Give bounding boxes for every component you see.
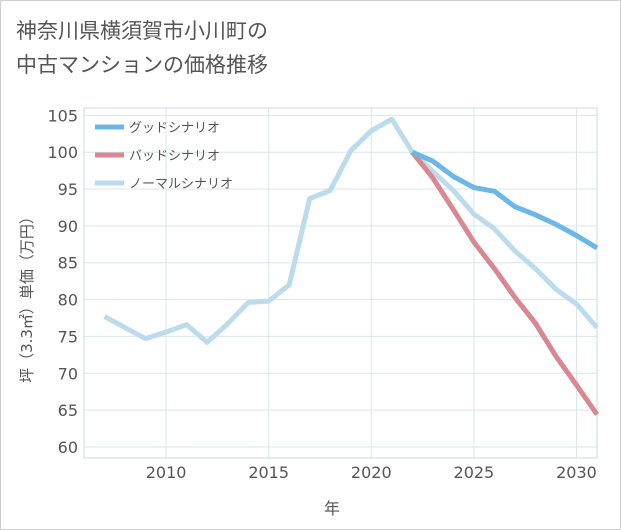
series-line-2	[103, 116, 599, 345]
legend-label-2: ノーマルシナリオ	[129, 177, 233, 192]
series-line-0	[411, 149, 599, 251]
y-tick-label-100: 100	[47, 143, 78, 162]
title-line-2: 中古マンションの価格推移	[16, 53, 268, 77]
y-tick-label-80: 80	[58, 291, 78, 310]
axes: 60 65 70 75 80 85 90 95 100 105 2010 2015 2020 2025 20…	[47, 106, 598, 482]
x-tick-label-2010: 2010	[146, 463, 187, 482]
y-tick-label-90: 90	[58, 217, 78, 236]
y-tick-label-70: 70	[58, 364, 78, 383]
y-tick-label-85: 85	[58, 254, 78, 273]
y-tick-label-105: 105	[47, 106, 78, 125]
series-line-1	[410, 150, 600, 416]
y-tick-label-95: 95	[58, 180, 78, 199]
series-lines	[103, 116, 600, 416]
legend-label-1: バッドシナリオ	[129, 149, 220, 164]
x-tick-label-2020: 2020	[351, 463, 392, 482]
grid	[84, 108, 597, 458]
title-line-1: 神奈川県横須賀市小川町の	[16, 19, 268, 43]
x-tick-label-2025: 2025	[454, 463, 495, 482]
plot-border	[83, 107, 598, 459]
y-tick-label-65: 65	[58, 401, 78, 420]
legend-label-0: グッドシナリオ	[129, 121, 220, 136]
y-axis-label: 坪（3.3㎡）単価（万円）	[18, 209, 36, 383]
x-axis-label: 年	[324, 499, 340, 518]
y-tick-label-75: 75	[58, 327, 78, 346]
x-tick-label-2015: 2015	[248, 463, 289, 482]
y-tick-label-60: 60	[58, 438, 78, 457]
chart-title: 神奈川県横須賀市小川町の 中古マンションの価格推移	[16, 14, 268, 82]
x-tick-label-2030: 2030	[556, 463, 597, 482]
